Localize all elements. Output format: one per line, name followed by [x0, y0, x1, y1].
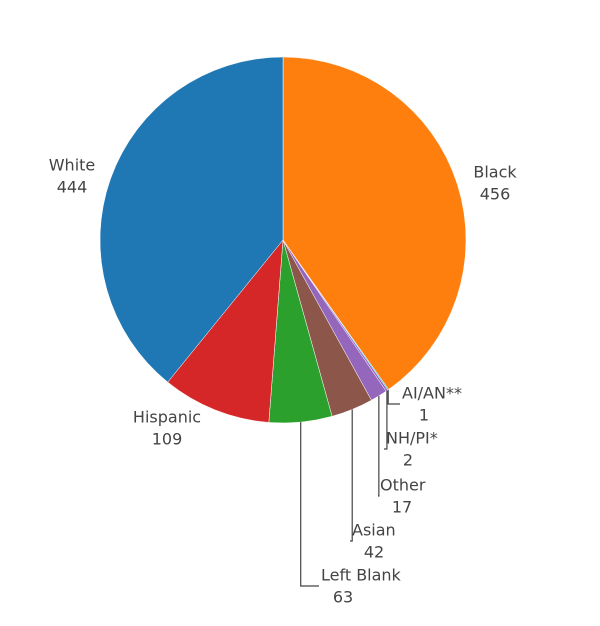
slice-value: 42	[364, 543, 384, 562]
slice-label: AI/AN**	[402, 384, 462, 403]
slice-value: 2	[403, 451, 413, 470]
slice-label: Black	[473, 163, 517, 182]
pie-slice	[282, 56, 467, 390]
slice-label: Hispanic	[133, 408, 201, 427]
pie-slice	[167, 239, 284, 423]
pie-slice	[99, 56, 284, 383]
slice-value: 109	[152, 430, 183, 449]
leader-line	[350, 409, 353, 542]
slice-label: NH/PI*	[386, 429, 438, 448]
slice-label: White	[49, 156, 96, 175]
slice-label: Left Blank	[321, 566, 402, 585]
leader-line	[384, 390, 388, 450]
leader-line	[300, 422, 319, 587]
slice-label: Other	[380, 476, 426, 495]
slice-value: 456	[480, 185, 511, 204]
slice-value: 1	[419, 406, 429, 425]
leader-line	[378, 395, 380, 497]
slice-value: 444	[57, 178, 88, 197]
leader-line	[387, 389, 400, 405]
slice-value: 63	[333, 588, 353, 607]
slice-label: Asian	[352, 521, 396, 540]
slice-value: 17	[392, 498, 412, 517]
